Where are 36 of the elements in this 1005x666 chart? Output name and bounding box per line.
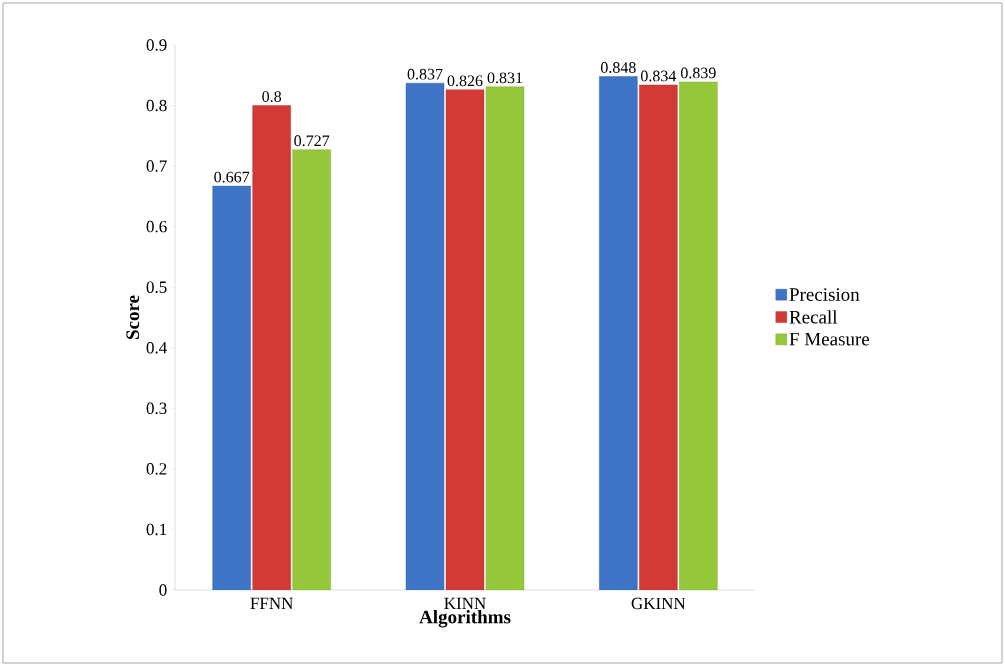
data-label: 0.667 bbox=[214, 171, 250, 183]
legend-label: F Measure bbox=[789, 332, 870, 346]
y-tick-label: 0.6 bbox=[146, 220, 167, 233]
y-tick-label: 0.8 bbox=[146, 99, 167, 112]
data-label: 0.8 bbox=[262, 91, 282, 103]
bar bbox=[679, 81, 718, 590]
bar bbox=[405, 82, 445, 590]
data-label: 0.834 bbox=[640, 70, 677, 82]
x-tick-label: KINN bbox=[444, 597, 486, 609]
bar bbox=[485, 86, 525, 590]
legend-label: Precision bbox=[789, 288, 860, 301]
x-axis-title: Algorithms bbox=[419, 610, 511, 628]
x-tick-label: FFNN bbox=[250, 597, 294, 609]
y-tick-label: 0.4 bbox=[146, 341, 167, 354]
data-label: 0.826 bbox=[447, 75, 483, 87]
legend-label: Recall bbox=[789, 310, 838, 324]
y-tick-label: 0.7 bbox=[146, 160, 167, 172]
x-tick-label: GKINN bbox=[631, 597, 686, 610]
bar bbox=[639, 84, 678, 590]
bar bbox=[212, 185, 251, 590]
y-tick-label: 0.3 bbox=[146, 402, 167, 415]
y-tick-label: 0.2 bbox=[146, 463, 167, 475]
data-label: 0.727 bbox=[294, 135, 330, 147]
data-label: 0.848 bbox=[600, 62, 636, 73]
data-label: 0.839 bbox=[680, 67, 716, 79]
bar bbox=[292, 149, 331, 590]
y-axis-title: Score bbox=[126, 295, 140, 339]
y-tick-label: 0.1 bbox=[146, 523, 167, 536]
bar bbox=[599, 76, 638, 590]
bar bbox=[445, 89, 485, 590]
bar bbox=[252, 105, 291, 590]
data-label: 0.837 bbox=[407, 68, 443, 80]
data-label: 0.831 bbox=[487, 72, 523, 84]
y-tick-label: 0 bbox=[159, 584, 167, 596]
y-tick-label: 0.9 bbox=[146, 39, 167, 51]
y-tick-label: 0.5 bbox=[146, 281, 167, 293]
